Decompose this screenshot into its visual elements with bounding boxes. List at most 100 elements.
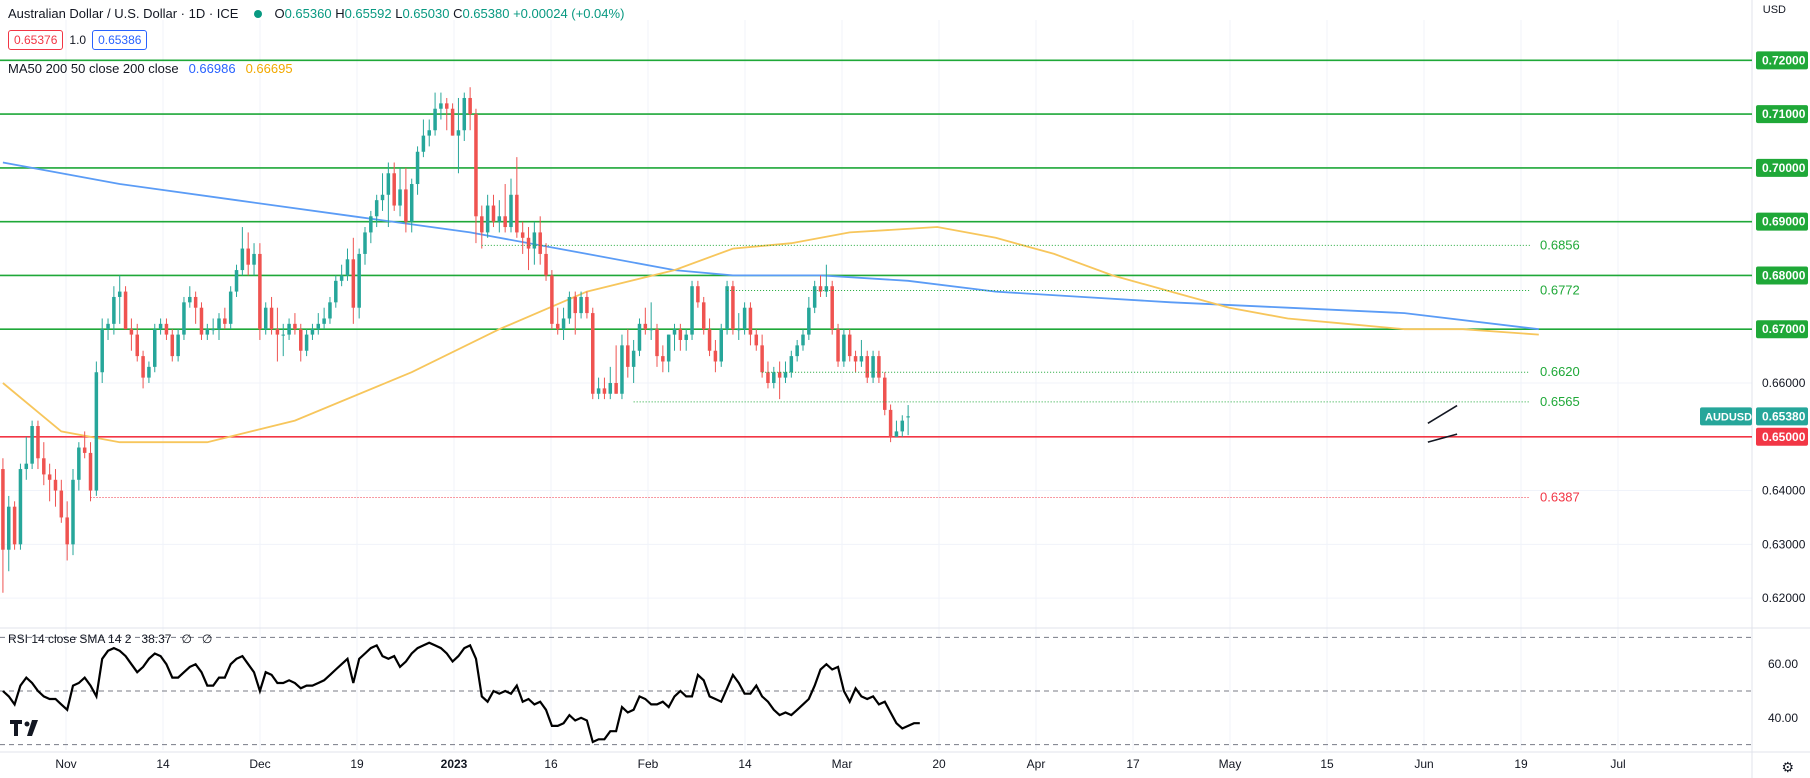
candle-body — [789, 356, 794, 373]
sell-button[interactable]: 0.65376 — [8, 30, 64, 50]
candle-body — [754, 334, 759, 346]
time-tick-label: Feb — [638, 757, 659, 771]
candle — [287, 318, 291, 340]
channel-drawing[interactable] — [1427, 404, 1458, 443]
candle — [164, 318, 169, 340]
candle-body — [211, 329, 215, 331]
ma-legend-label: MA50 200 50 close 200 close — [8, 61, 179, 76]
candle-body — [363, 232, 367, 254]
candle-body — [129, 329, 134, 335]
candle — [772, 366, 776, 389]
candle — [853, 350, 858, 373]
candle — [392, 162, 396, 211]
candle-body — [614, 383, 618, 394]
candle-body — [544, 253, 548, 276]
candle-body — [503, 216, 507, 228]
level-price-tag — [1756, 105, 1808, 124]
candle — [468, 87, 472, 131]
candle-body — [538, 232, 542, 254]
price-tick-label: 0.69000 — [1762, 215, 1806, 229]
candle-body — [480, 216, 484, 233]
candle — [585, 291, 589, 319]
gear-icon[interactable]: ⚙ — [1781, 759, 1794, 775]
candle — [655, 323, 659, 367]
candle — [626, 329, 630, 378]
candle-body — [824, 286, 829, 292]
rsi-pane: 60.00 40.00 — [0, 636, 1798, 746]
last-price-label: 0.65380 — [1762, 409, 1806, 423]
candle — [859, 339, 864, 367]
candle-body — [561, 318, 566, 330]
currency-selector[interactable]: USD — [1762, 4, 1786, 16]
candle-body — [847, 334, 852, 357]
candle — [731, 280, 735, 335]
candle — [777, 361, 782, 400]
candle — [900, 415, 905, 437]
candle — [357, 248, 361, 319]
time-tick-label: May — [1219, 757, 1242, 771]
candle — [661, 345, 665, 373]
candle-body — [439, 103, 443, 109]
candle-body — [655, 329, 659, 357]
candle — [386, 162, 391, 228]
candle — [316, 313, 321, 335]
candle-body — [567, 296, 572, 319]
candle — [328, 296, 332, 324]
candle-body — [71, 479, 75, 545]
symbol-title[interactable]: Australian Dollar / U.S. Dollar · 1D · I… — [8, 6, 239, 21]
candle — [906, 405, 910, 436]
rsi-legend[interactable]: RSI 14 close SMA 14 2 38.37 ∅ ∅ — [8, 632, 212, 646]
candle-body — [666, 334, 671, 362]
price-tick-label: 0.71000 — [1762, 107, 1806, 121]
candle-body — [252, 253, 256, 265]
candle — [666, 334, 671, 373]
time-axis[interactable]: Nov 14 Dec 19 2023 16 Feb 14 Mar 20 Apr 17 May 15 Jun 1… — [55, 757, 1625, 771]
candle-body — [608, 383, 613, 394]
price-axis[interactable]: 0.72000 0.71000 0.70000 0.69000 0.68000 0.670… — [1700, 51, 1808, 605]
ma50-value: 0.66986 — [188, 61, 236, 76]
channel-lower-line — [1427, 433, 1458, 443]
candle — [678, 323, 683, 351]
candle — [94, 361, 99, 496]
candle — [789, 350, 794, 378]
time-tick-label: Apr — [1027, 757, 1046, 771]
candle-body — [53, 479, 58, 491]
candle-body — [626, 345, 630, 367]
candle-body — [719, 329, 723, 362]
candle-body — [188, 296, 192, 303]
candle-body — [404, 189, 408, 222]
ma-legend[interactable]: MA50 200 50 close 200 close 0.66986 0.66… — [8, 61, 293, 76]
candle — [100, 318, 104, 383]
candle-body — [59, 490, 64, 518]
candle-body — [421, 135, 426, 152]
candle-body — [783, 372, 788, 378]
candle-body — [158, 323, 163, 330]
candle-body — [842, 334, 846, 362]
candle — [147, 361, 151, 383]
candle-body — [7, 506, 11, 550]
time-tick-label: 17 — [1126, 757, 1140, 771]
candle — [217, 313, 221, 340]
level-annotations: 0.6856 0.6772 0.6620 0.6565 0.6387 — [90, 237, 1580, 505]
candle-body — [18, 469, 23, 545]
candle-body — [742, 307, 747, 330]
last-price-tag — [1756, 407, 1808, 426]
buy-button[interactable]: 0.65386 — [92, 30, 148, 50]
candle-body — [328, 302, 332, 319]
tradingview-logo-icon[interactable] — [10, 720, 44, 736]
ma200-line-path — [2, 161, 1539, 331]
candle-body — [357, 253, 361, 308]
candle-body — [766, 372, 770, 383]
candle-body — [427, 130, 431, 136]
candle — [783, 361, 788, 383]
candle — [865, 350, 869, 383]
candle — [737, 313, 741, 340]
symbol-legend[interactable]: Australian Dollar / U.S. Dollar · 1D · I… — [8, 6, 624, 21]
candle-body — [193, 296, 198, 308]
ma50-line-path — [2, 226, 1539, 444]
candle — [497, 200, 502, 233]
candle — [462, 92, 467, 141]
candle-body — [88, 452, 93, 491]
candle-body — [275, 329, 280, 335]
